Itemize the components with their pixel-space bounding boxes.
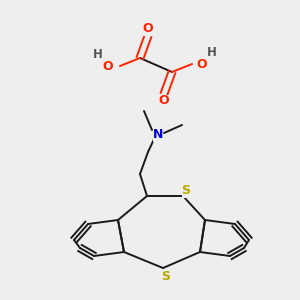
Text: S: S — [182, 184, 190, 197]
Text: O: O — [159, 94, 169, 107]
Text: O: O — [103, 59, 113, 73]
Text: S: S — [161, 269, 170, 283]
Text: H: H — [93, 47, 103, 61]
Text: N: N — [153, 128, 163, 142]
Text: O: O — [143, 22, 153, 35]
Text: H: H — [207, 46, 217, 59]
Text: O: O — [197, 58, 207, 70]
